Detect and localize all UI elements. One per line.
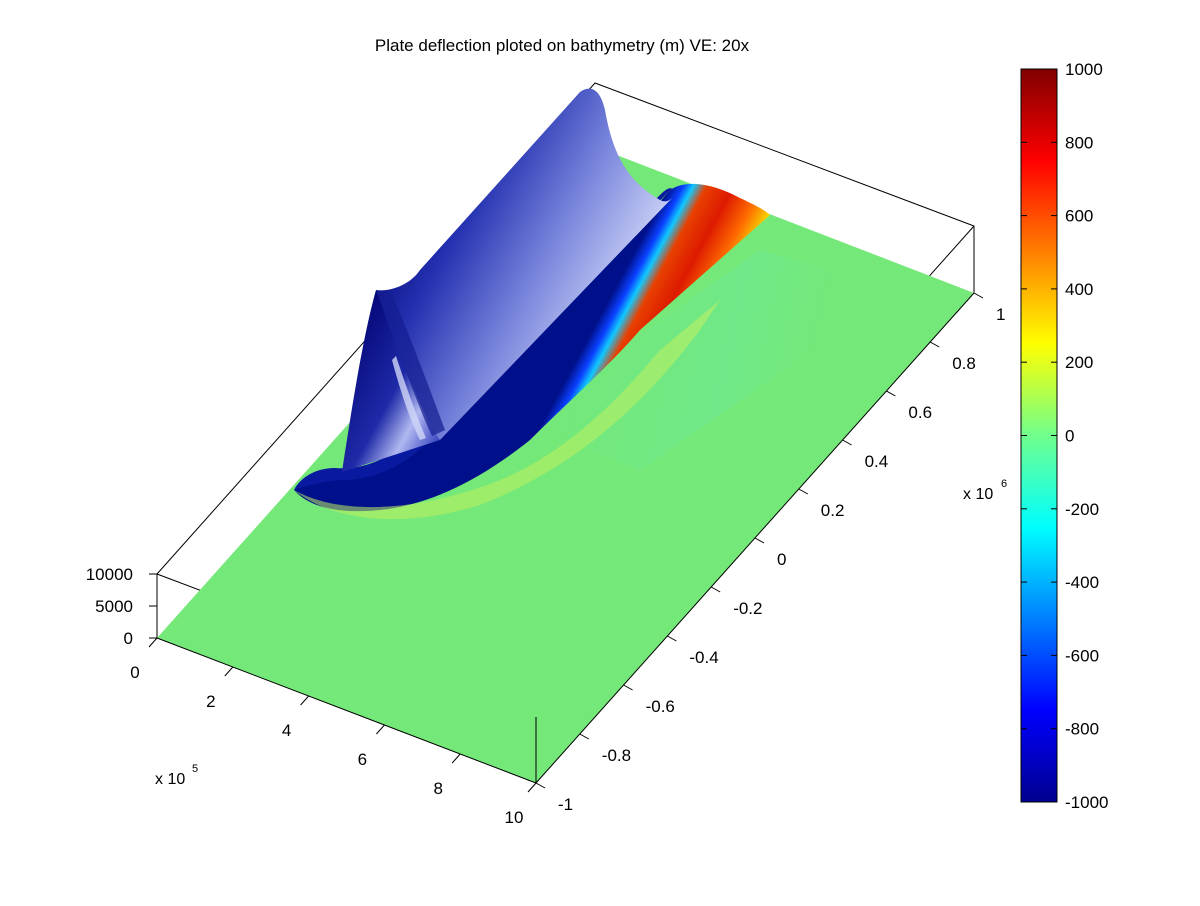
y-tick-mark <box>886 390 896 397</box>
y-tick-label: 0.4 <box>865 452 889 471</box>
y-tick-label: 0.2 <box>821 501 845 520</box>
x-tick-mark <box>300 695 309 706</box>
x-tick-mark <box>148 637 158 648</box>
colorbar-tick-label: 600 <box>1065 207 1093 226</box>
colorbar-tick-label: 0 <box>1065 427 1074 446</box>
colorbar-tick-label: -200 <box>1065 500 1099 519</box>
y-tick-label: -0.4 <box>689 648 718 667</box>
y-tick-mark <box>667 635 677 642</box>
y-axis-exponent: 6 <box>1001 478 1007 490</box>
x-tick-label: 4 <box>282 721 291 740</box>
z-tick-label: 10000 <box>86 565 133 584</box>
surface-forebulge <box>294 183 770 512</box>
y-axis-multiplier: x 10 <box>963 486 993 503</box>
x-tick-mark <box>527 782 537 793</box>
x-axis-multiplier: x 10 <box>155 771 185 788</box>
surface-ridge-face <box>376 88 675 440</box>
y-tick-label: 0.6 <box>908 403 932 422</box>
y-tick-mark <box>929 341 940 348</box>
y-tick-label: -0.2 <box>733 599 762 618</box>
y-axis: -1 -0.8 -0.6 -0.4 -0.2 0 0.2 0.4 0.6 0.8 1 <box>535 292 1005 814</box>
y-tick-mark <box>754 537 765 544</box>
colorbar-tick-label: 800 <box>1065 133 1093 152</box>
y-tick-label: -1 <box>558 795 573 814</box>
z-tick-label: 0 <box>124 629 133 648</box>
y-tick-mark <box>798 488 809 495</box>
surface-ridge-shadow <box>376 290 445 436</box>
z-axis: 0 5000 10000 <box>86 565 157 648</box>
x-tick-label: 6 <box>358 750 367 769</box>
x-tick-mark <box>224 666 234 677</box>
x-tick-mark <box>451 753 461 764</box>
colorbar-tick-label: 400 <box>1065 280 1093 299</box>
y-tick-mark <box>710 586 721 593</box>
y-tick-label: -0.8 <box>602 746 631 765</box>
colorbar-tick-label: -800 <box>1065 720 1099 739</box>
y-tick-label: 0 <box>777 550 786 569</box>
deflection-surface <box>157 88 974 783</box>
colorbar-tick-label: 200 <box>1065 353 1093 372</box>
colorbar-tick-label: -1000 <box>1065 793 1108 812</box>
colorbar-tick-label: -400 <box>1065 573 1099 592</box>
colorbar-tick-label: 1000 <box>1065 60 1103 79</box>
z-tick-label: 5000 <box>95 597 133 616</box>
colorbar-tick-label: -600 <box>1065 646 1099 665</box>
x-tick-mark <box>376 724 385 735</box>
y-tick-mark <box>973 292 984 299</box>
x-axis: 0 2 4 6 8 10 <box>130 637 537 827</box>
y-tick-mark <box>535 782 546 789</box>
x-tick-label: 10 <box>505 808 524 827</box>
colorbar-ticks: 1000 800 600 400 200 0 -200 -400 -600 -800 -1000 <box>1021 60 1108 812</box>
colorbar: 1000 800 600 400 200 0 -200 -400 -600 -800 -1000 <box>1020 60 1108 812</box>
chart-title: Plate deflection ploted on bathymetry (m… <box>375 36 750 55</box>
x-tick-label: 0 <box>130 663 139 682</box>
y-tick-label: 0.8 <box>952 354 976 373</box>
y-tick-label: -0.6 <box>646 697 675 716</box>
y-tick-label: 1 <box>996 305 1005 324</box>
surface-ridge-highlight <box>392 356 426 440</box>
y-tick-mark <box>579 733 590 740</box>
y-tick-mark <box>842 439 852 446</box>
x-tick-label: 2 <box>206 692 215 711</box>
x-tick-label: 8 <box>433 779 442 798</box>
x-axis-exponent: 5 <box>192 763 198 775</box>
y-tick-mark <box>623 684 633 691</box>
